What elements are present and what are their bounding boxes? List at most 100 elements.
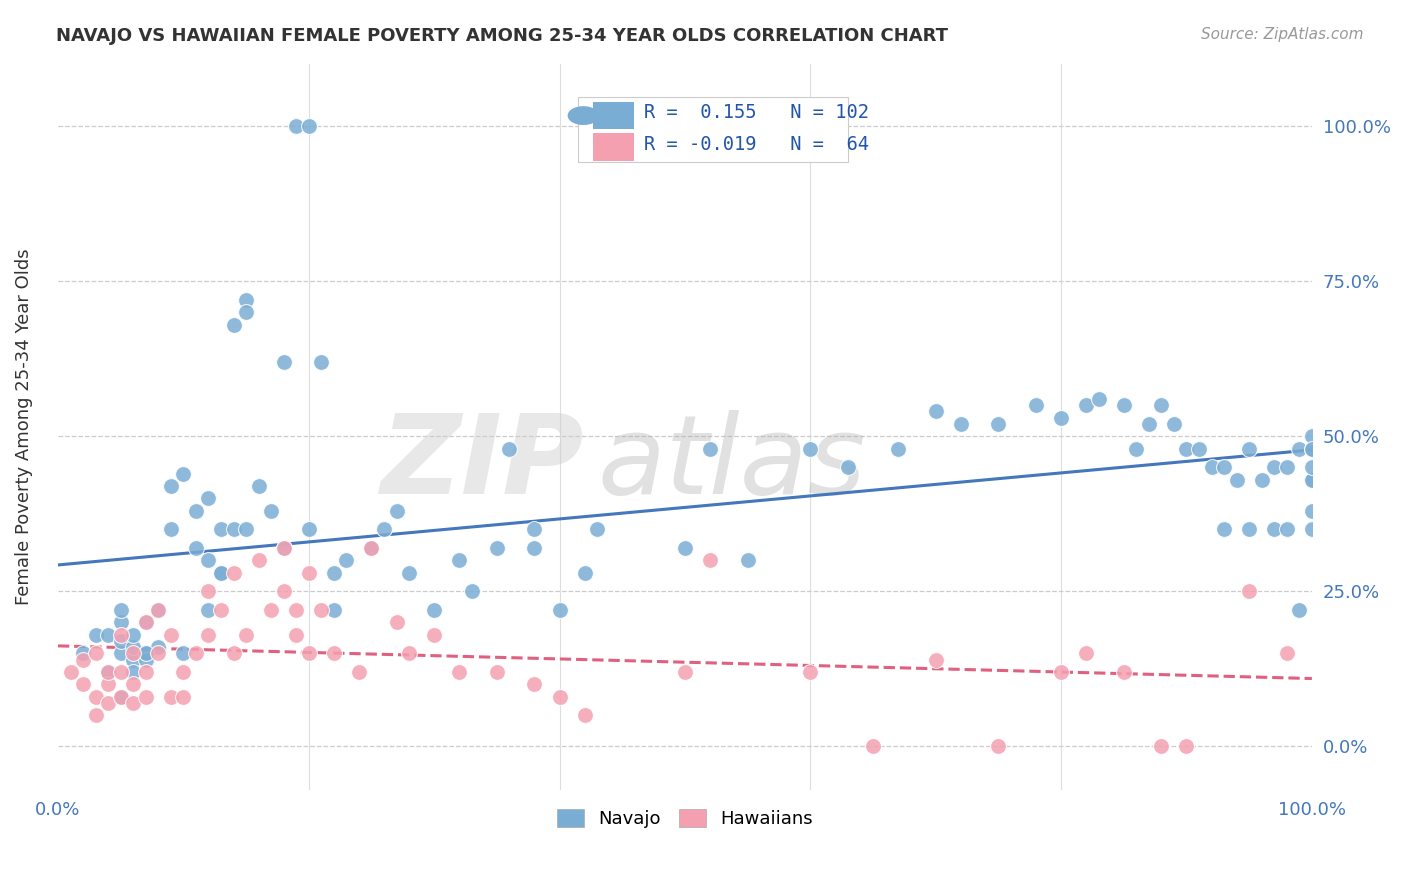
Point: [110, 634, 132, 648]
Point: [135, 690, 157, 704]
Point: [1112, 398, 1135, 412]
Point: [925, 652, 948, 666]
Circle shape: [568, 107, 599, 124]
Point: [273, 541, 295, 555]
Point: [322, 566, 344, 580]
Point: [110, 615, 132, 630]
Point: [673, 665, 696, 679]
Point: [1237, 522, 1260, 536]
Point: [1275, 647, 1298, 661]
Point: [197, 603, 219, 617]
Point: [110, 690, 132, 704]
Point: [122, 652, 145, 666]
Point: [209, 522, 232, 536]
Point: [373, 522, 395, 536]
Point: [347, 665, 370, 679]
Point: [485, 665, 508, 679]
Point: [335, 553, 357, 567]
Point: [1175, 442, 1198, 456]
Legend: Navajo, Hawaiians: Navajo, Hawaiians: [550, 802, 820, 835]
Text: Source: ZipAtlas.com: Source: ZipAtlas.com: [1201, 27, 1364, 42]
Point: [135, 665, 157, 679]
Point: [110, 665, 132, 679]
Point: [1301, 522, 1323, 536]
Point: [1275, 522, 1298, 536]
Point: [574, 566, 596, 580]
Point: [1213, 522, 1236, 536]
Point: [1201, 460, 1223, 475]
Point: [1250, 473, 1272, 487]
Point: [222, 566, 245, 580]
Point: [574, 708, 596, 723]
Point: [135, 652, 157, 666]
Point: [298, 119, 321, 133]
Point: [423, 603, 446, 617]
Point: [122, 640, 145, 655]
Point: [148, 647, 170, 661]
Point: [285, 628, 308, 642]
FancyBboxPatch shape: [593, 133, 634, 161]
Point: [184, 504, 207, 518]
Point: [110, 647, 132, 661]
Point: [298, 647, 321, 661]
Point: [1301, 504, 1323, 518]
Point: [247, 553, 270, 567]
Point: [1076, 398, 1098, 412]
Point: [184, 541, 207, 555]
Point: [1301, 442, 1323, 456]
Point: [523, 677, 546, 691]
Point: [122, 665, 145, 679]
Point: [298, 522, 321, 536]
Point: [1288, 603, 1310, 617]
Point: [311, 355, 333, 369]
Point: [148, 603, 170, 617]
Point: [273, 584, 295, 599]
Point: [322, 647, 344, 661]
Y-axis label: Female Poverty Among 25-34 Year Olds: Female Poverty Among 25-34 Year Olds: [15, 249, 32, 606]
Point: [160, 628, 183, 642]
Point: [135, 615, 157, 630]
Point: [160, 479, 183, 493]
Text: R = -0.019   N =  64: R = -0.019 N = 64: [644, 135, 869, 154]
Text: NAVAJO VS HAWAIIAN FEMALE POVERTY AMONG 25-34 YEAR OLDS CORRELATION CHART: NAVAJO VS HAWAIIAN FEMALE POVERTY AMONG …: [56, 27, 948, 45]
Point: [1050, 410, 1073, 425]
Point: [1150, 398, 1173, 412]
Point: [72, 647, 94, 661]
Point: [1263, 460, 1285, 475]
Point: [1087, 392, 1109, 406]
Point: [97, 696, 120, 710]
Point: [222, 647, 245, 661]
Point: [1301, 473, 1323, 487]
Point: [235, 293, 257, 307]
Point: [837, 460, 859, 475]
Point: [925, 404, 948, 418]
Point: [862, 739, 884, 754]
Point: [523, 522, 546, 536]
Point: [97, 628, 120, 642]
Point: [172, 467, 194, 481]
Point: [311, 603, 333, 617]
Point: [1050, 665, 1073, 679]
Point: [449, 553, 471, 567]
Point: [699, 442, 721, 456]
Point: [949, 417, 972, 431]
Point: [360, 541, 382, 555]
Point: [1025, 398, 1047, 412]
FancyBboxPatch shape: [593, 102, 634, 129]
Point: [209, 566, 232, 580]
Point: [122, 696, 145, 710]
Point: [385, 615, 408, 630]
Point: [1301, 460, 1323, 475]
Point: [1301, 442, 1323, 456]
Point: [523, 541, 546, 555]
Point: [586, 522, 609, 536]
Point: [160, 522, 183, 536]
Point: [135, 647, 157, 661]
Point: [461, 584, 484, 599]
Point: [209, 566, 232, 580]
Point: [1163, 417, 1185, 431]
Text: atlas: atlas: [598, 409, 866, 516]
Text: ZIP: ZIP: [381, 409, 585, 516]
Point: [122, 628, 145, 642]
Point: [987, 417, 1010, 431]
